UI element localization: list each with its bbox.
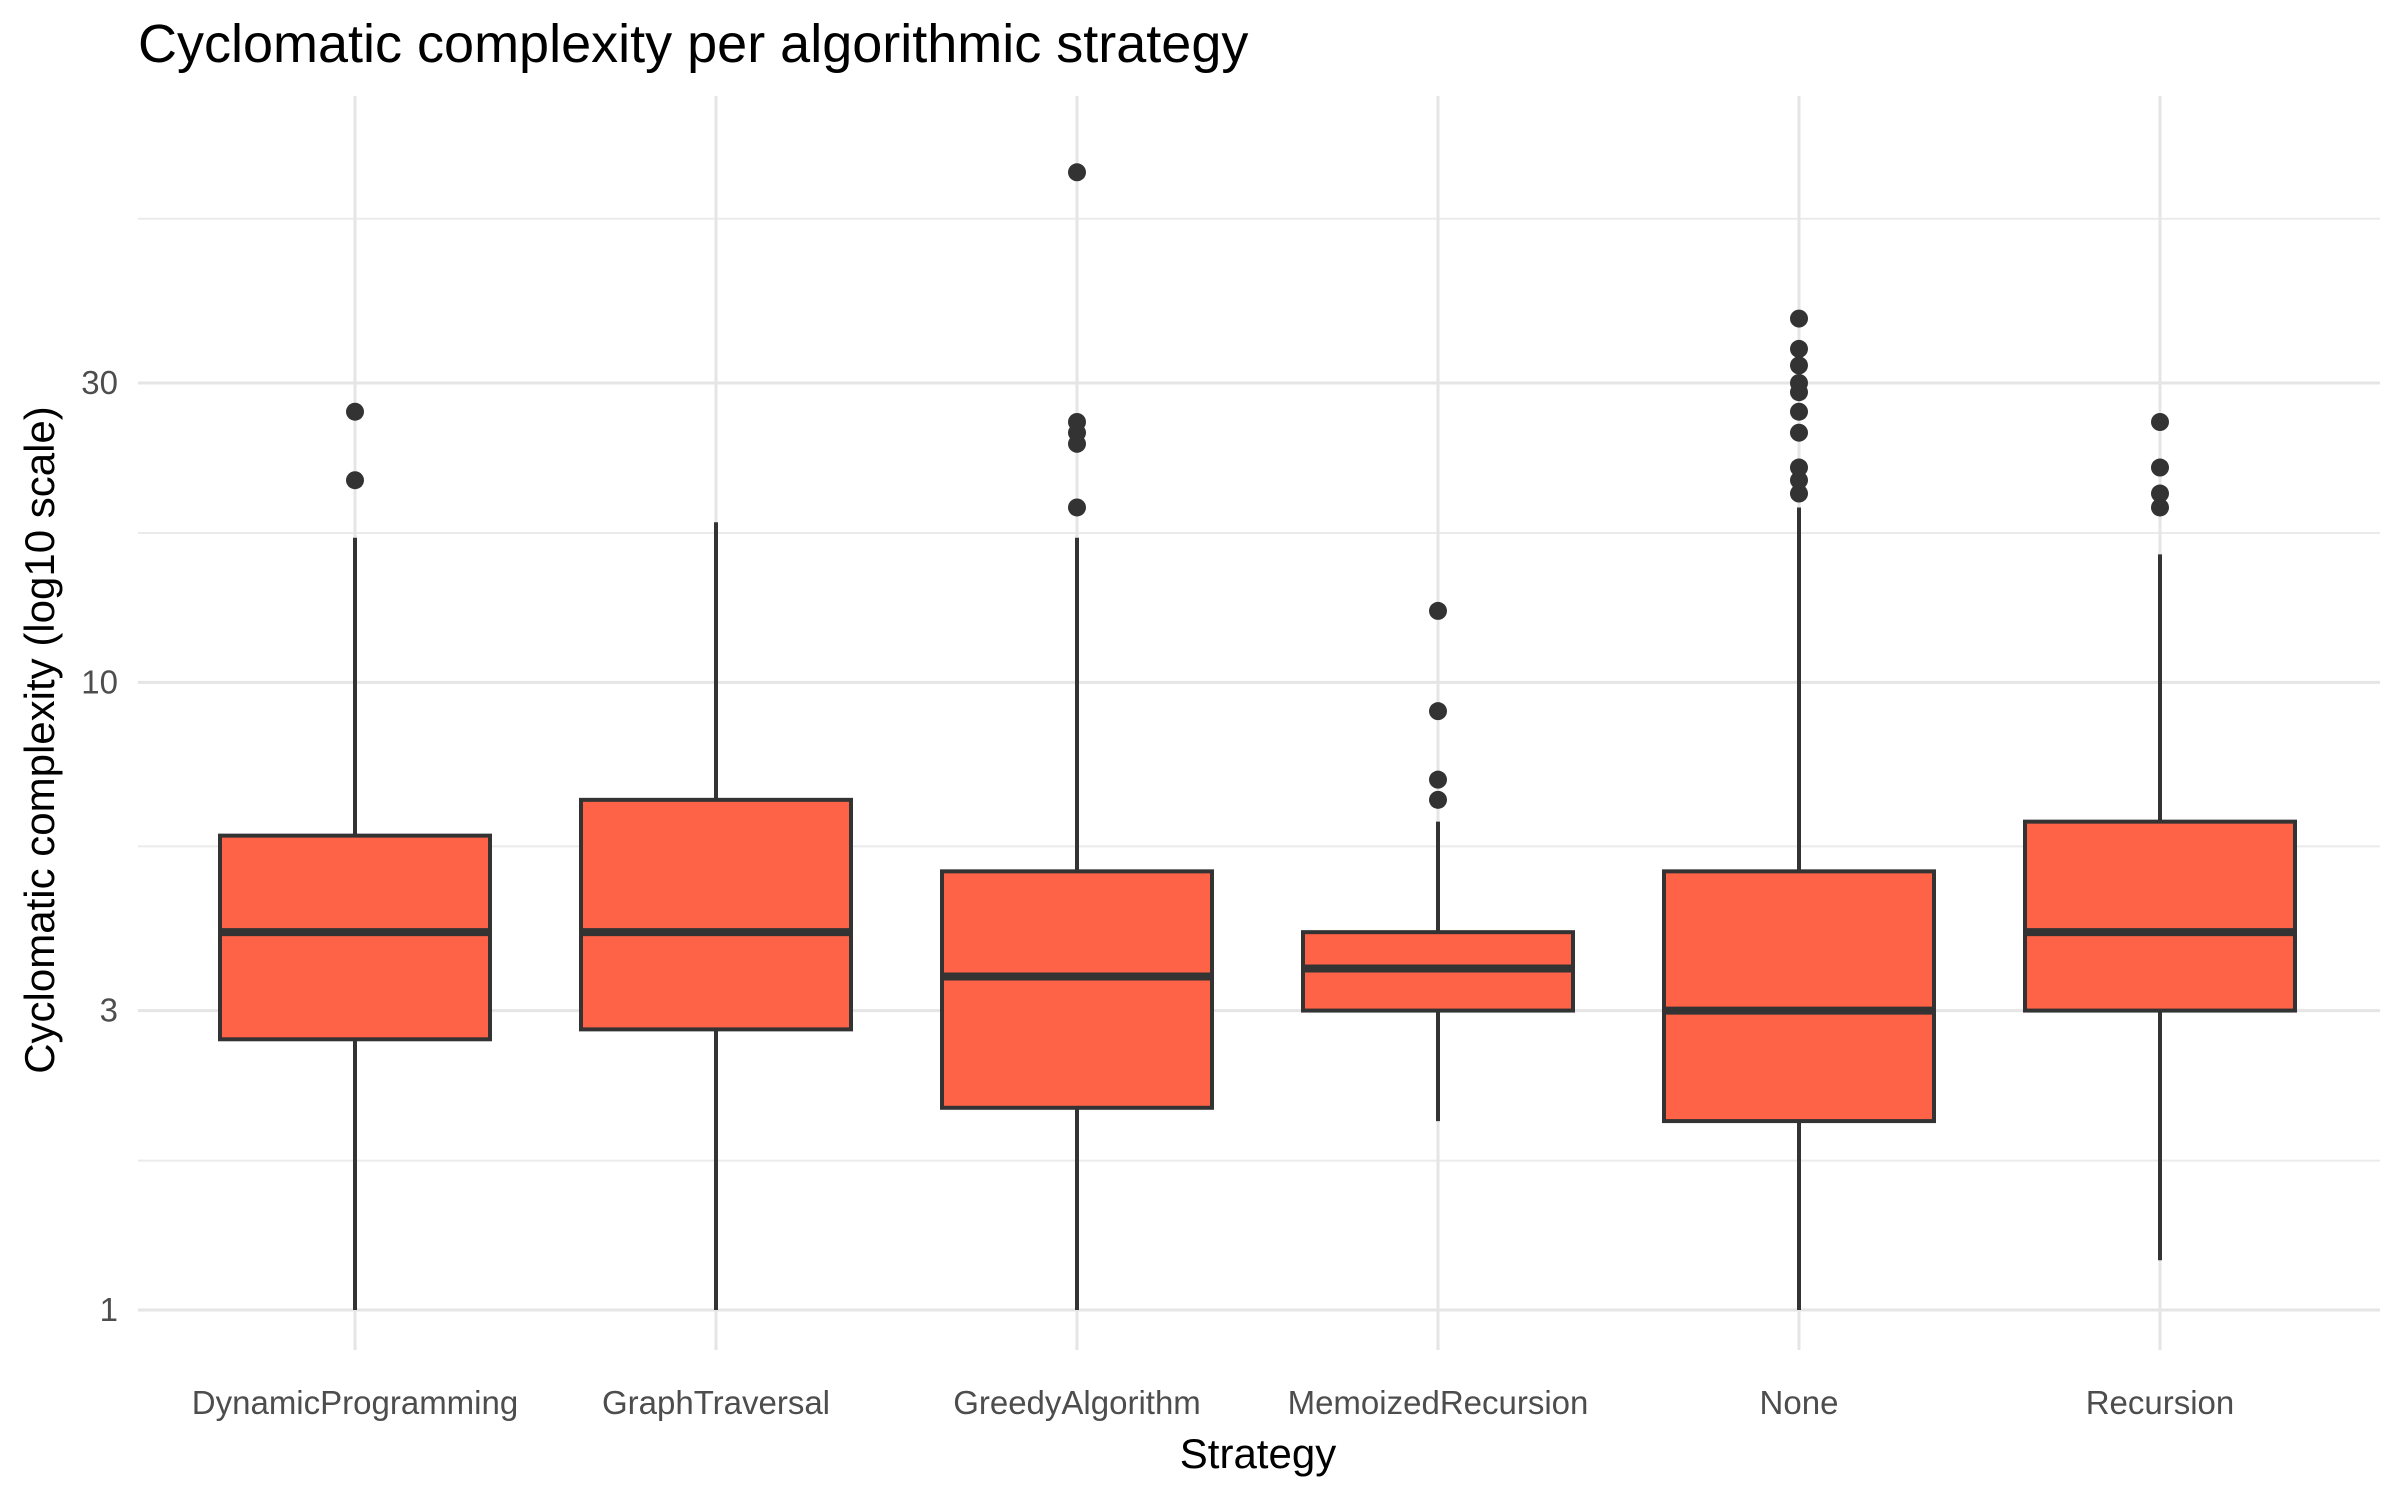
y-axis-tick-labels: 1 3 10 30 xyxy=(81,364,118,1328)
outlier-point xyxy=(1790,471,1808,490)
outlier-point xyxy=(346,471,364,490)
outlier-point xyxy=(2151,484,2169,503)
outlier-point xyxy=(1790,423,1808,442)
x-tick-label: MemoizedRecursion xyxy=(1288,1384,1589,1421)
y-tick-label: 30 xyxy=(81,364,118,401)
y-tick-label: 10 xyxy=(81,663,118,700)
box xyxy=(218,833,492,1042)
box xyxy=(1662,869,1936,1124)
outlier-point xyxy=(1790,356,1808,375)
y-tick-label: 1 xyxy=(100,1291,118,1328)
minor-gridlines xyxy=(138,217,2380,1162)
outlier-point xyxy=(1429,790,1447,809)
x-tick-label: Recursion xyxy=(2086,1384,2235,1421)
outlier-point xyxy=(2151,458,2169,477)
chart-title: Cyclomatic complexity per algorithmic st… xyxy=(138,14,1248,74)
outlier-layer xyxy=(346,163,2169,809)
outlier-point xyxy=(1429,601,1447,620)
outlier-point xyxy=(1068,413,1086,432)
x-tick-label: GraphTraversal xyxy=(602,1384,830,1421)
major-gridlines xyxy=(138,381,2380,1312)
box xyxy=(2023,819,2297,1013)
x-tick-label: None xyxy=(1760,1384,1839,1421)
outlier-point xyxy=(1790,484,1808,503)
outlier-point xyxy=(1790,402,1808,421)
box-layer xyxy=(218,507,2297,1310)
outlier-point xyxy=(1790,339,1808,358)
outlier-point xyxy=(2151,498,2169,517)
outlier-point xyxy=(346,402,364,421)
x-axis-title: Strategy xyxy=(1180,1430,1336,1477)
outlier-point xyxy=(1790,374,1808,392)
outlier-point xyxy=(1068,163,1086,182)
outlier-point xyxy=(1790,458,1808,477)
outlier-point xyxy=(2151,413,2169,432)
y-axis-title: Cyclomatic complexity (log10 scale) xyxy=(16,406,63,1074)
box xyxy=(940,869,1214,1110)
x-tick-label: GreedyAlgorithm xyxy=(953,1384,1201,1421)
x-axis-tick-labels: DynamicProgramming GraphTraversal GreedyAl… xyxy=(192,1384,2235,1421)
outlier-point xyxy=(1429,702,1447,721)
outlier-point xyxy=(1429,770,1447,789)
outlier-point xyxy=(1790,309,1808,328)
outlier-point xyxy=(1068,498,1086,517)
y-tick-label: 3 xyxy=(100,992,118,1029)
vertical-gridlines xyxy=(353,96,2162,1350)
x-tick-label: DynamicProgramming xyxy=(192,1384,518,1421)
box xyxy=(579,797,853,1032)
